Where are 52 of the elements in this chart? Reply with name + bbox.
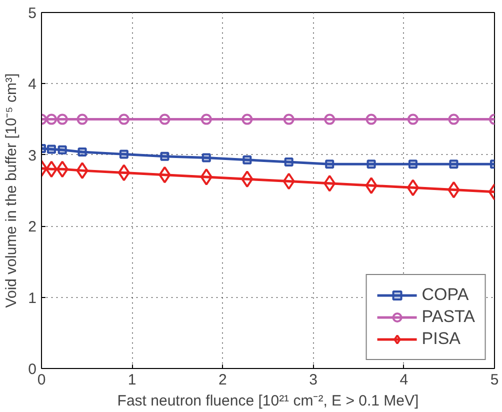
- point: [58, 145, 67, 154]
- legend-label: PASTA: [422, 307, 475, 327]
- x-axis-title: Fast neutron fluence [10²¹ cm⁻², E > 0.1 MeV]: [117, 392, 419, 410]
- point: [45, 160, 58, 178]
- point: [242, 155, 252, 164]
- point: [366, 114, 377, 125]
- point: [324, 114, 336, 125]
- x-tick-label: 1: [128, 372, 136, 388]
- point: [200, 114, 212, 125]
- y-tick-label: 2: [28, 218, 36, 236]
- y-axis-title: Void volume in the buffer [10⁻⁵ cm³]: [3, 73, 20, 308]
- point: [56, 114, 68, 125]
- point: [202, 153, 211, 162]
- point: [76, 162, 88, 180]
- point: [325, 160, 334, 169]
- point: [46, 144, 56, 154]
- point: [46, 114, 57, 125]
- y-tick-label: 3: [28, 147, 36, 164]
- y-tick-label: 0: [28, 361, 36, 378]
- point: [324, 174, 336, 192]
- point: [159, 114, 170, 125]
- point: [406, 179, 419, 196]
- point: [365, 177, 378, 194]
- point: [160, 152, 170, 161]
- point: [282, 172, 295, 190]
- x-tick-label: 5: [490, 372, 499, 388]
- point: [119, 150, 128, 159]
- point: [56, 160, 68, 178]
- x-tick-label: 3: [309, 372, 318, 388]
- y-tick-label: 1: [28, 290, 36, 307]
- y-tick-label: 4: [28, 76, 36, 94]
- x-tick-label: 4: [400, 372, 408, 388]
- legend-label: COPA: [422, 285, 469, 305]
- point: [78, 148, 87, 157]
- point: [118, 114, 130, 125]
- legend-label: PISA: [422, 329, 461, 349]
- point: [366, 160, 376, 169]
- point: [449, 160, 458, 169]
- point: [242, 114, 253, 125]
- point: [241, 170, 254, 188]
- point: [284, 158, 294, 167]
- y-tick-label: 5: [28, 5, 36, 22]
- point: [407, 114, 418, 125]
- point: [448, 181, 460, 198]
- x-tick-label: 2: [218, 372, 227, 388]
- point: [408, 160, 418, 169]
- point: [76, 114, 88, 125]
- point: [118, 164, 130, 182]
- point: [283, 114, 294, 125]
- point: [200, 168, 212, 186]
- point: [448, 114, 460, 125]
- point: [158, 166, 171, 184]
